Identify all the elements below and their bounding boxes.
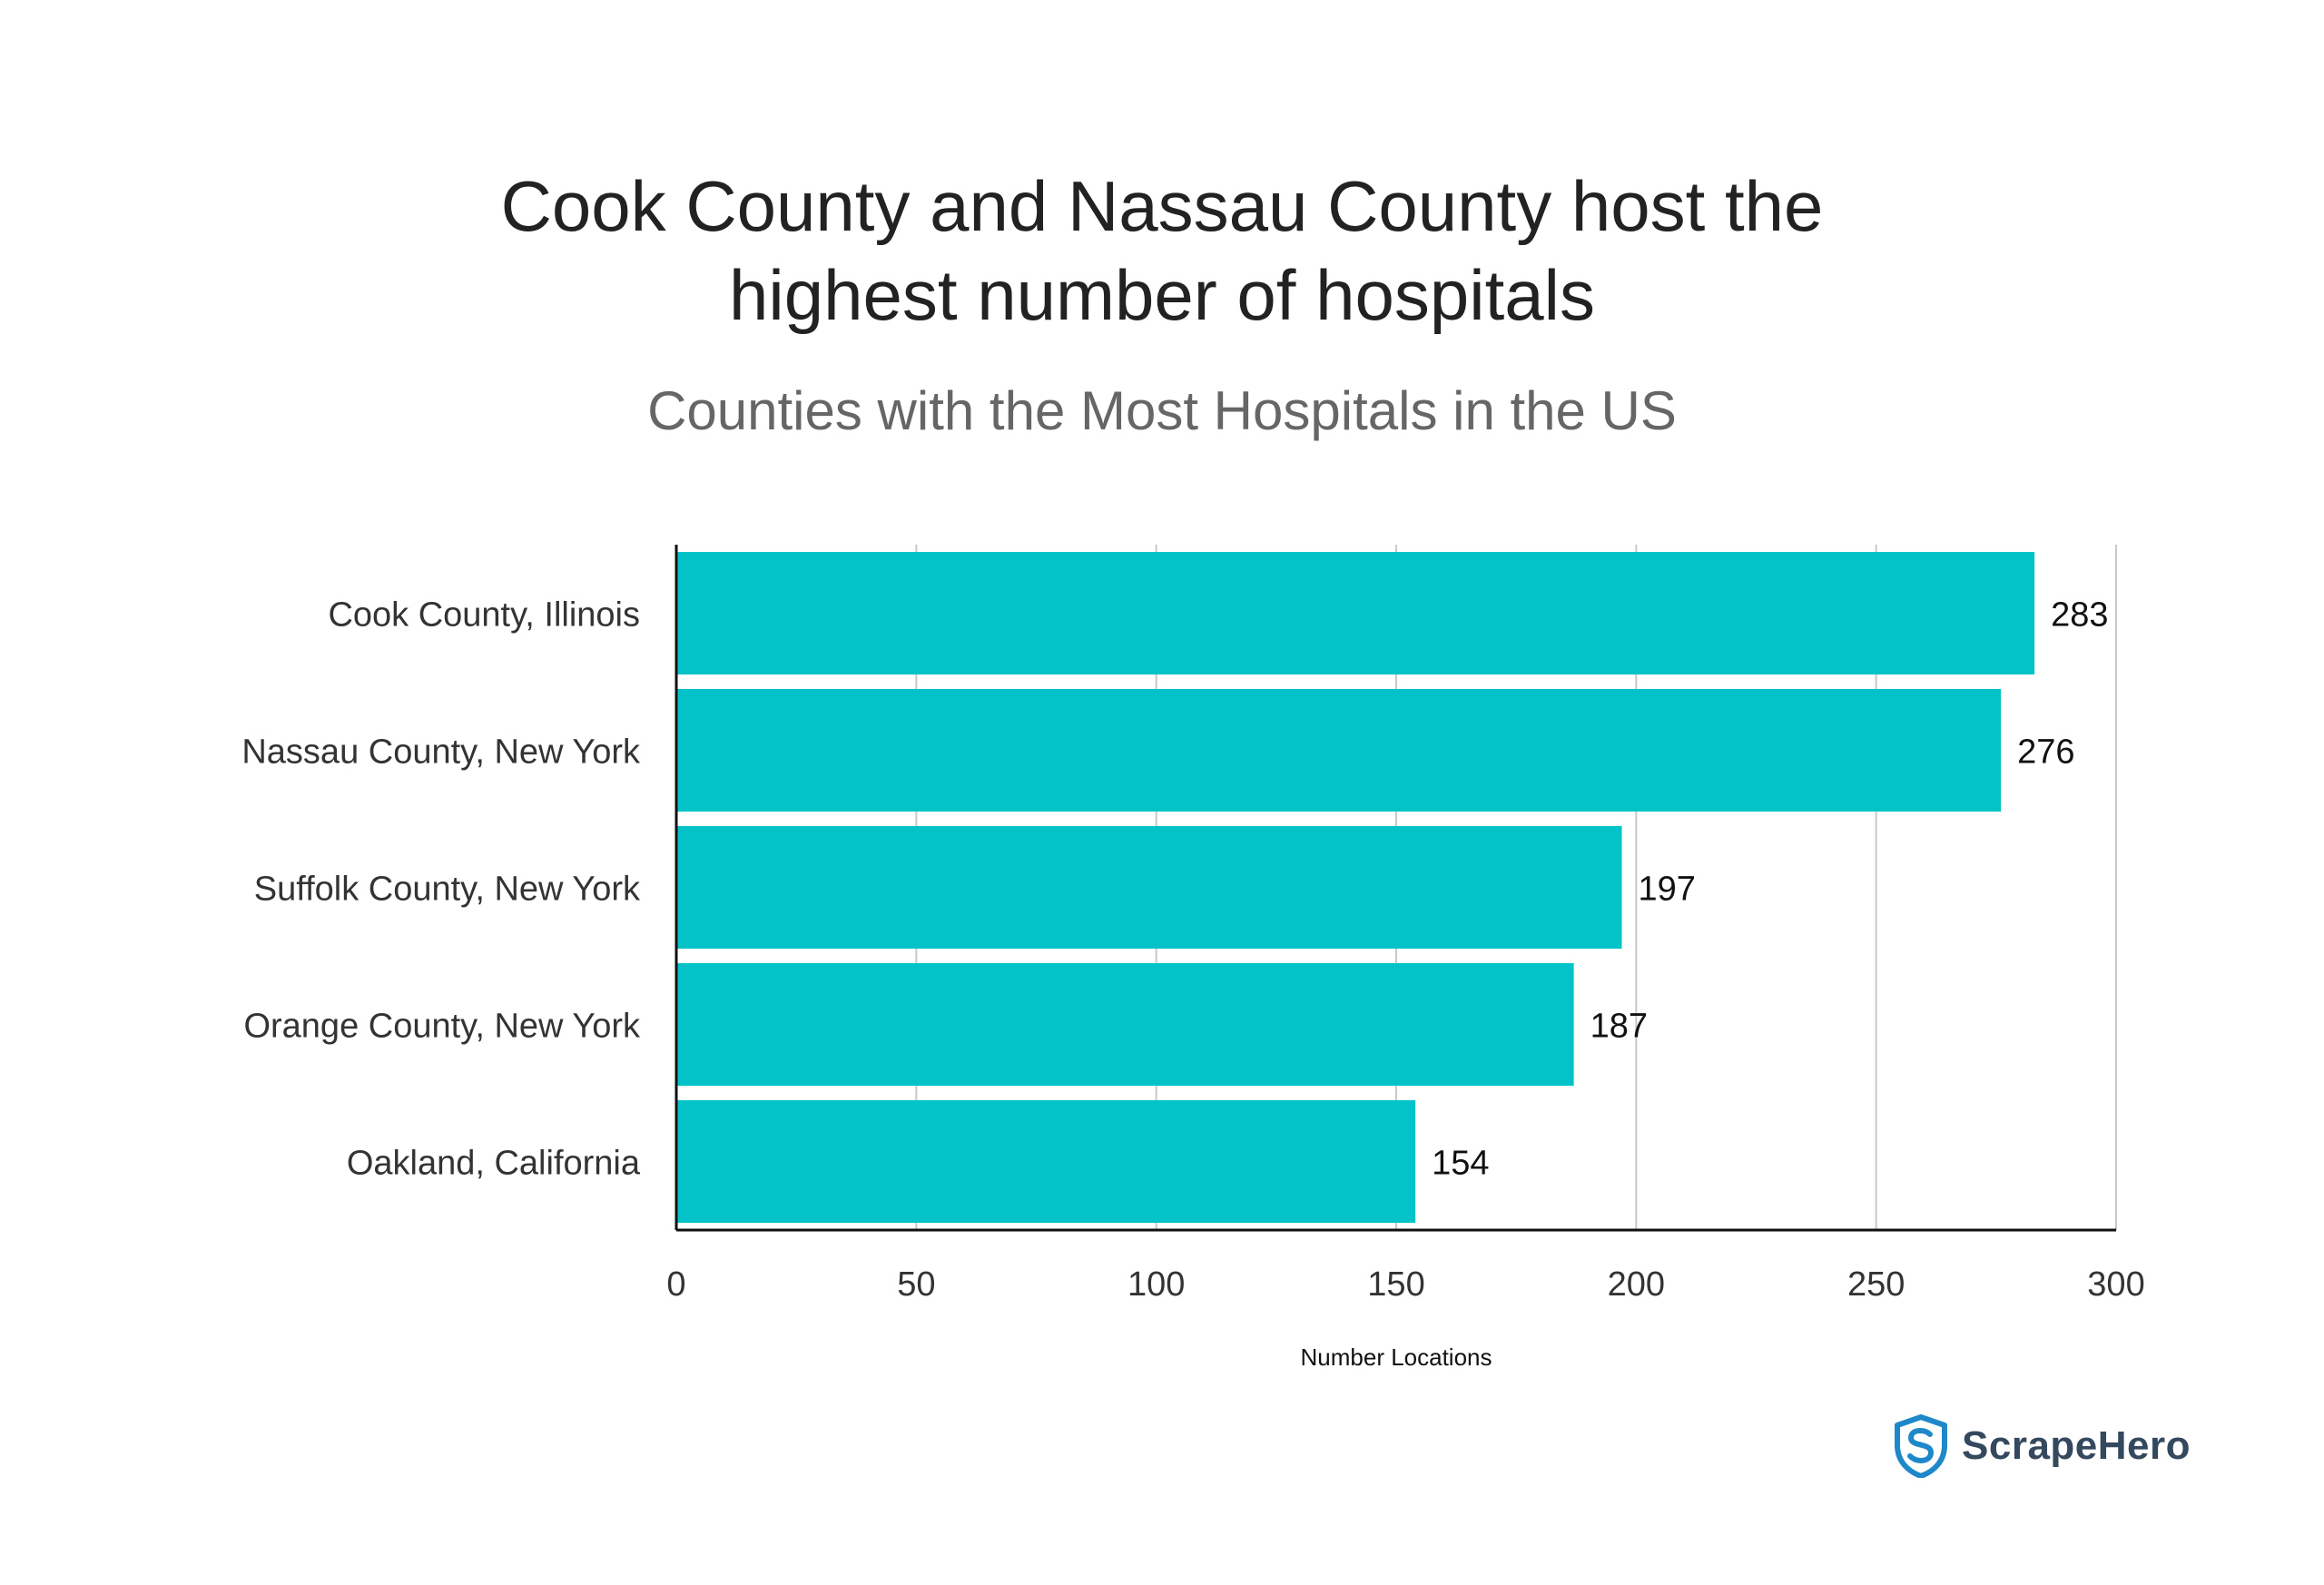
category-label-4: Oakland, California [347, 1145, 641, 1183]
brand-name: ScrapeHero [1962, 1423, 2191, 1468]
x-tick-label-0: 0 [666, 1265, 685, 1304]
bar-0 [676, 552, 2035, 674]
x-tick-label-150: 150 [1367, 1265, 1424, 1304]
value-label-4: 154 [1432, 1145, 1489, 1183]
x-tick-label-100: 100 [1128, 1265, 1185, 1304]
category-label-2: Suffolk County, New York [254, 871, 641, 909]
chart-title-line-2: highest number of hospitals [729, 255, 1595, 335]
value-label-2: 197 [1638, 871, 1695, 909]
category-label-1: Nassau County, New York [241, 733, 641, 772]
shield-s-icon [1895, 1414, 1947, 1478]
x-axis-title: Number Locations [1301, 1344, 1492, 1371]
value-label-3: 187 [1590, 1008, 1648, 1046]
category-label-3: Orange County, New York [243, 1008, 641, 1046]
bar-2 [676, 826, 1622, 949]
bar-4 [676, 1100, 1416, 1223]
bar-1 [676, 689, 2002, 812]
bar-3 [676, 963, 1574, 1086]
chart-subtitle: Counties with the Most Hospitals in the … [647, 380, 1677, 441]
chart-title-line-1: Cook County and Nassau County host the [500, 166, 1824, 246]
x-tick-label-200: 200 [1608, 1265, 1665, 1304]
x-tick-label-50: 50 [897, 1265, 935, 1304]
brand-logo: ScrapeHero [1893, 1414, 2191, 1478]
value-label-1: 276 [2017, 733, 2074, 772]
x-tick-label-300: 300 [2087, 1265, 2144, 1304]
chart-title: Cook County and Nassau County host the h… [0, 162, 2324, 340]
x-tick-label-250: 250 [1847, 1265, 1905, 1304]
category-label-0: Cook County, Illinois [328, 596, 640, 635]
value-label-0: 283 [2051, 596, 2108, 635]
